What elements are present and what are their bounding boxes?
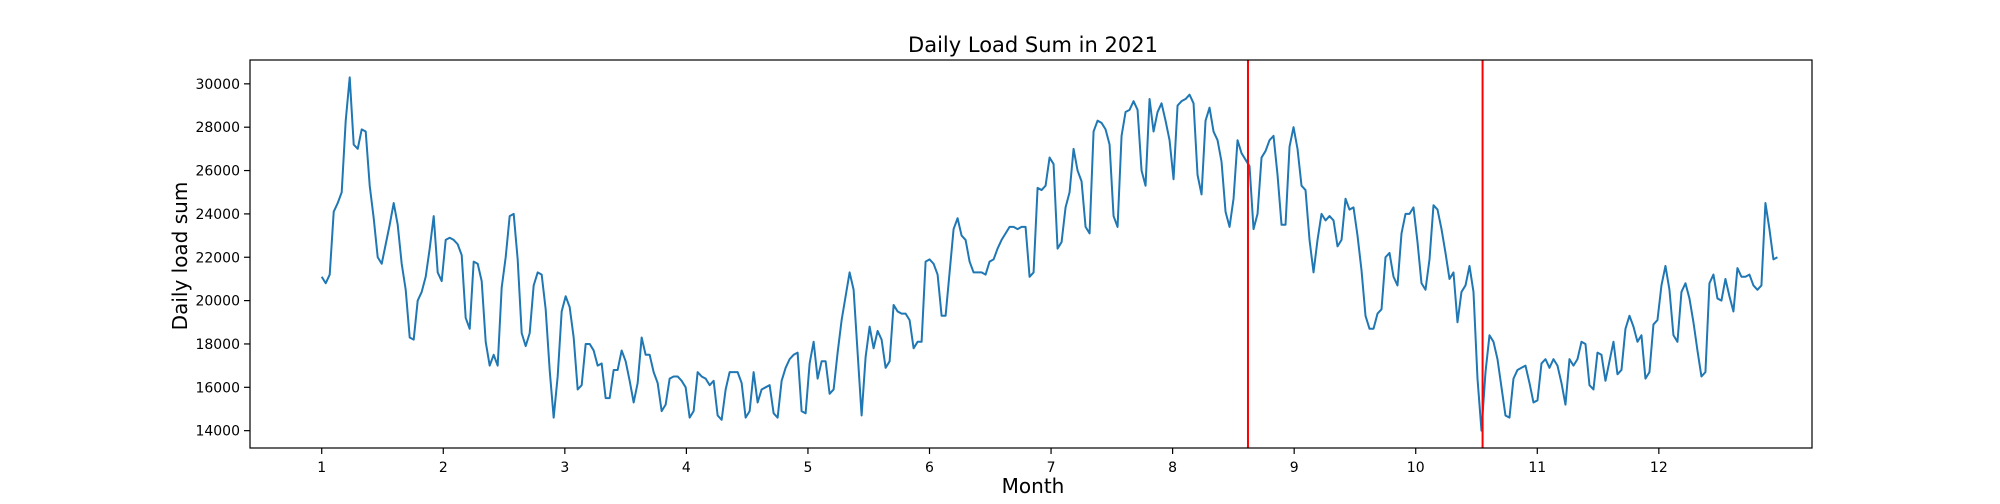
y-tick-label-18000: 18000 bbox=[195, 337, 240, 353]
y-tick-label-30000: 30000 bbox=[195, 77, 240, 93]
x-tick-label-3: 3 bbox=[560, 460, 569, 476]
y-tick-label-16000: 16000 bbox=[195, 380, 240, 396]
y-tick-label-26000: 26000 bbox=[195, 164, 240, 180]
x-tick-label-9: 9 bbox=[1290, 460, 1299, 476]
y-axis-label: Daily load sum bbox=[168, 182, 192, 331]
x-tick-label-1: 1 bbox=[317, 460, 326, 476]
x-tick-label-11: 11 bbox=[1528, 460, 1546, 476]
series-line-0 bbox=[320, 76, 1778, 432]
x-tick-label-7: 7 bbox=[1047, 460, 1056, 476]
x-tick-label-8: 8 bbox=[1168, 460, 1177, 476]
y-tick-label-20000: 20000 bbox=[195, 294, 240, 310]
x-tick-label-10: 10 bbox=[1407, 460, 1425, 476]
y-tick-label-14000: 14000 bbox=[195, 424, 240, 440]
x-tick-label-6: 6 bbox=[925, 460, 934, 476]
x-tick-label-12: 12 bbox=[1650, 460, 1668, 476]
plot-frame bbox=[249, 59, 1813, 449]
y-tick-label-24000: 24000 bbox=[195, 207, 240, 223]
y-tick-label-22000: 22000 bbox=[195, 250, 240, 266]
x-axis-label: Month bbox=[1002, 474, 1065, 498]
y-tick-label-28000: 28000 bbox=[195, 120, 240, 136]
plot-area: 1 2 3 4 5 6 7 8 9 10 11 121400016000180002000022000… bbox=[195, 59, 1813, 476]
x-tick-label-2: 2 bbox=[439, 460, 448, 476]
x-tick-label-5: 5 bbox=[803, 460, 812, 476]
chart-title: Daily Load Sum in 2021 bbox=[908, 33, 1158, 57]
x-tick-label-4: 4 bbox=[682, 460, 691, 476]
